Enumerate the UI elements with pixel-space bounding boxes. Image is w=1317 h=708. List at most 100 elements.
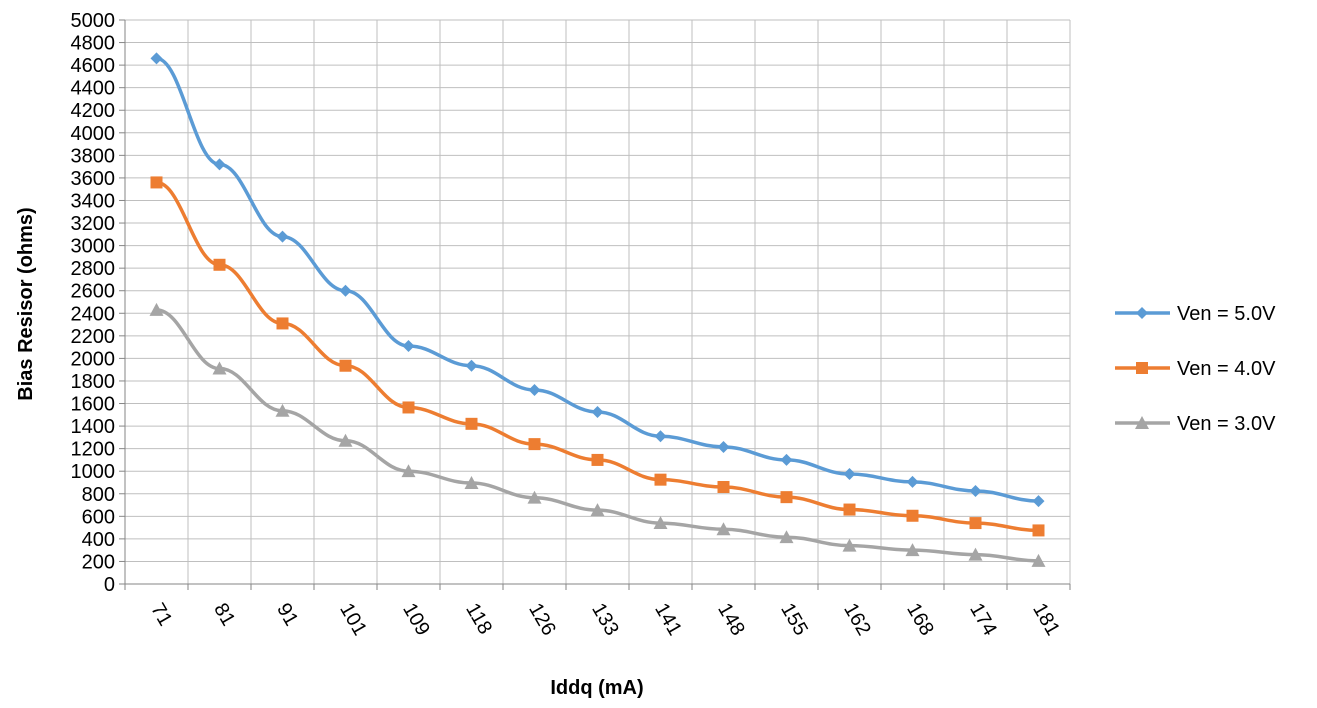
y-tick-label: 4200 [71, 100, 116, 122]
data-point [149, 302, 164, 316]
series-3 [149, 302, 1046, 567]
series-1 [150, 52, 1045, 508]
data-point [528, 438, 541, 451]
data-point [213, 258, 226, 271]
data-point [213, 158, 226, 171]
data-point [653, 516, 668, 530]
legend-label: Ven = 3.0V [1177, 413, 1276, 435]
x-tick-label: 126 [524, 600, 560, 640]
data-point [906, 475, 919, 488]
legend-entry: Ven = 5.0V [1115, 303, 1276, 325]
y-axis-title: Bias Resisor (ohms) [15, 207, 37, 400]
x-axis-title: Iddq (mA) [550, 677, 643, 699]
legend-swatch-marker [1136, 307, 1148, 319]
y-tick-label: 200 [82, 551, 115, 573]
x-tick-label: 141 [650, 600, 686, 640]
y-tick-label: 800 [82, 484, 115, 506]
y-tick-label: 1600 [71, 394, 116, 416]
x-tick-label: 155 [776, 600, 812, 640]
y-tick-labels: 0200400600800100012001400160018002000220… [71, 10, 116, 596]
y-tick-label: 3800 [71, 145, 116, 167]
data-point [716, 522, 731, 536]
data-point [779, 530, 794, 544]
y-tick-label: 4600 [71, 55, 116, 77]
data-point [906, 509, 919, 522]
data-point [969, 517, 982, 530]
series-line [156, 180, 1039, 533]
data-point [654, 473, 667, 486]
legend: Ven = 5.0V Ven = 4.0V Ven = 3.0V [1115, 303, 1276, 435]
data-point [338, 433, 353, 447]
data-point [969, 484, 982, 497]
data-point [401, 464, 416, 478]
axes [119, 19, 1071, 590]
data-point [590, 503, 605, 517]
data-point [528, 383, 541, 396]
x-tick-label: 109 [398, 600, 434, 640]
x-tick-label: 101 [335, 600, 371, 640]
data-point [465, 359, 478, 372]
data-point [905, 543, 920, 557]
data-point [276, 317, 289, 330]
data-point [780, 453, 793, 466]
data-point [1032, 524, 1045, 537]
data-point [276, 230, 289, 243]
data-point [843, 468, 856, 481]
data-point [527, 490, 542, 504]
y-tick-label: 2800 [71, 258, 116, 280]
series-lines [149, 52, 1046, 567]
x-tick-label: 133 [587, 600, 623, 640]
data-point [1032, 495, 1045, 508]
legend-entry: Ven = 4.0V [1115, 358, 1276, 380]
y-tick-label: 2000 [71, 348, 116, 370]
data-point [1031, 553, 1046, 567]
data-point [150, 176, 163, 189]
y-tick-label: 1800 [71, 371, 116, 393]
x-tick-label: 168 [902, 600, 938, 640]
y-tick-label: 0 [104, 574, 115, 596]
y-tick-label: 600 [82, 506, 115, 528]
x-tick-label: 118 [461, 600, 496, 639]
data-point [402, 339, 415, 352]
x-tick-labels: 71 81 91 101 109 118 126 133 141 148 155 162 168 174 1… [146, 600, 1064, 640]
series-line [156, 308, 1039, 563]
data-point [339, 359, 352, 372]
legend-label: Ven = 5.0V [1177, 303, 1276, 325]
y-tick-label: 4400 [71, 78, 116, 100]
data-point [339, 284, 352, 297]
grid [125, 19, 1071, 584]
y-tick-label: 2200 [71, 326, 116, 348]
legend-label: Ven = 4.0V [1177, 358, 1276, 380]
y-tick-label: 400 [82, 529, 115, 551]
data-point [150, 52, 163, 65]
legend-swatch-marker [1136, 362, 1148, 374]
x-tick-label: 162 [839, 600, 875, 640]
y-tick-label: 1400 [71, 416, 116, 438]
series-2 [150, 176, 1045, 537]
y-tick-label: 5000 [71, 10, 116, 32]
data-point [465, 417, 478, 430]
data-point [591, 405, 604, 418]
data-point [843, 503, 856, 516]
data-point [591, 453, 604, 466]
y-tick-label: 2600 [71, 281, 116, 303]
data-point [842, 538, 857, 552]
x-tick-label: 181 [1028, 600, 1064, 640]
y-tick-label: 2400 [71, 303, 116, 325]
x-tick-label: 91 [272, 600, 302, 630]
data-point [464, 476, 479, 489]
series-line [156, 56, 1039, 503]
data-point [780, 491, 793, 504]
data-point [654, 430, 667, 443]
data-point [402, 401, 415, 414]
y-tick-label: 3000 [71, 236, 116, 258]
data-point [212, 361, 227, 375]
y-tick-label: 4000 [71, 123, 116, 145]
x-tick-label: 71 [146, 600, 176, 630]
y-tick-label: 4800 [71, 33, 116, 55]
legend-swatch-marker [1135, 416, 1149, 429]
y-tick-label: 3400 [71, 190, 116, 212]
data-point [968, 547, 983, 561]
x-tick-label: 81 [209, 600, 239, 630]
